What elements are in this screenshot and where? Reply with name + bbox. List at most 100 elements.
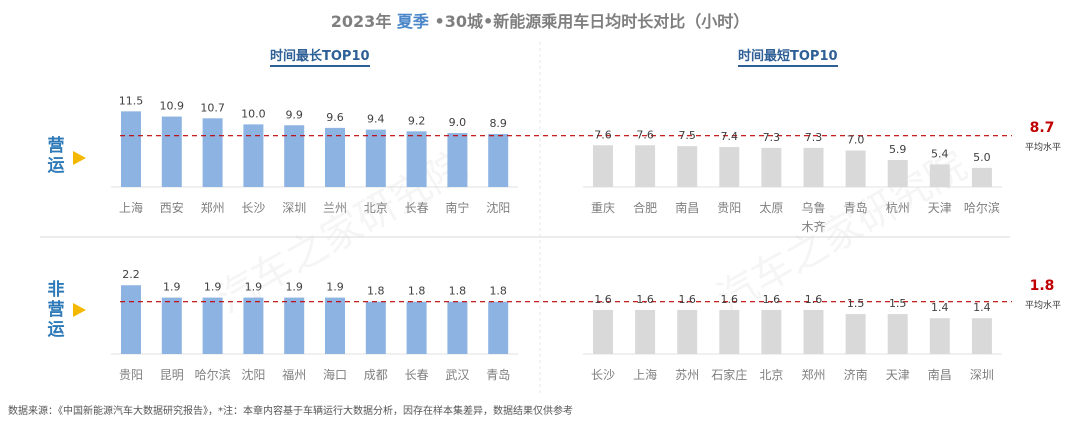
category-label: 沈阳 [486, 200, 510, 215]
category-label: 南宁 [445, 200, 469, 215]
data-label: 8.9 [489, 117, 507, 130]
category-label: 北京 [759, 368, 783, 382]
avg-label-non-operating: 平均水平 [1024, 301, 1061, 311]
bar [929, 318, 950, 354]
data-label: 1.6 [763, 293, 781, 306]
bar [406, 301, 427, 354]
bar [121, 285, 141, 354]
data-label: 5.0 [973, 151, 991, 164]
data-label: 1.9 [326, 281, 344, 294]
data-label: 9.6 [326, 111, 344, 124]
bar [887, 314, 908, 354]
category-label: 郑州 [801, 367, 825, 382]
data-label: 9.0 [449, 116, 467, 129]
bar [719, 309, 740, 354]
data-label: 7.6 [636, 128, 654, 141]
data-label: 7.0 [847, 133, 865, 146]
data-label: 1.9 [285, 281, 303, 294]
category-label: 成都 [364, 368, 388, 382]
category-label: 福州 [282, 367, 306, 382]
bar [488, 301, 509, 354]
category-label: 贵阳 [119, 368, 143, 382]
data-label: 1.5 [889, 297, 907, 310]
data-label: 7.3 [763, 131, 781, 144]
triangle-marker-icon [73, 303, 86, 317]
category-label: 木齐 [801, 219, 825, 234]
chart-title: 2023年 夏季 •30城•新能源乘用车日均时长对比（小时） [330, 12, 750, 31]
data-label: 2.2 [122, 268, 140, 281]
category-label: 武汉 [445, 368, 469, 382]
data-label: 10.0 [241, 107, 266, 120]
bar [202, 118, 223, 187]
bar [488, 133, 509, 187]
subtitle-longest: 时间最长TOP10 [270, 49, 370, 67]
data-label: 9.9 [285, 108, 303, 121]
bar [635, 309, 656, 354]
data-label: 7.6 [594, 128, 612, 141]
bar [971, 167, 992, 187]
bar [365, 301, 386, 354]
bar [719, 147, 740, 187]
bar [845, 150, 866, 187]
data-label: 5.9 [889, 143, 907, 156]
data-label: 7.3 [805, 131, 823, 144]
bar [243, 297, 264, 354]
avg-value-non-operating: 1.8 [1029, 278, 1055, 294]
category-label: 长沙 [591, 368, 615, 382]
category-label: 天津 [928, 201, 952, 215]
category-label: 沈阳 [241, 367, 265, 382]
data-label: 1.9 [245, 281, 263, 294]
category-label: 上海 [633, 367, 657, 382]
data-label: 9.2 [408, 114, 426, 127]
category-label: 重庆 [591, 201, 615, 215]
avg-label-operating: 平均水平 [1024, 143, 1061, 153]
data-label: 10.9 [160, 100, 185, 113]
bar [635, 145, 656, 187]
data-label: 1.8 [489, 285, 507, 298]
bar [593, 145, 613, 187]
bar [929, 164, 950, 187]
bar [325, 297, 345, 354]
category-label: 深圳 [970, 368, 994, 382]
category-label: 苏州 [675, 368, 699, 382]
category-label: 合肥 [633, 200, 657, 215]
data-label: 1.8 [367, 285, 385, 298]
category-label: 哈尔滨 [195, 367, 231, 382]
category-label: 西安 [160, 200, 184, 215]
data-label: 10.7 [200, 101, 225, 114]
category-label: 天津 [886, 368, 910, 382]
bar [971, 318, 992, 354]
category-label: 青岛 [486, 367, 510, 382]
category-label: 贵阳 [717, 201, 741, 215]
category-label: 南昌 [675, 200, 699, 215]
category-label: 郑州 [201, 200, 225, 215]
bar [284, 297, 305, 354]
bar [447, 133, 468, 187]
bar [803, 147, 824, 187]
bar [845, 314, 866, 354]
bar [121, 111, 141, 187]
data-label: 7.4 [721, 130, 739, 143]
category-label: 海口 [323, 367, 347, 382]
bar [161, 116, 182, 187]
data-label: 1.6 [678, 293, 696, 306]
bar [161, 297, 182, 354]
avg-value-operating: 8.7 [1029, 120, 1055, 136]
bar [365, 129, 386, 187]
row-label-non-operating: 非营运 [47, 280, 65, 340]
data-label: 1.5 [847, 297, 865, 310]
bar [593, 309, 613, 354]
bar [761, 309, 782, 354]
category-label: 长春 [405, 368, 429, 382]
category-label: 乌鲁 [801, 200, 825, 215]
bar [243, 124, 264, 187]
data-label: 1.9 [204, 281, 222, 294]
data-label: 1.6 [721, 293, 739, 306]
footnote: 数据来源：《中国新能源汽车大数据研究报告》，*注：本章内容基于车辆运行大数据分析… [8, 406, 573, 417]
data-label: 7.5 [678, 129, 696, 142]
bar [887, 160, 908, 187]
bar [284, 125, 305, 187]
category-label: 杭州 [886, 200, 910, 215]
subtitle-shortest: 时间最短TOP10 [738, 49, 838, 67]
data-label: 1.6 [805, 293, 823, 306]
